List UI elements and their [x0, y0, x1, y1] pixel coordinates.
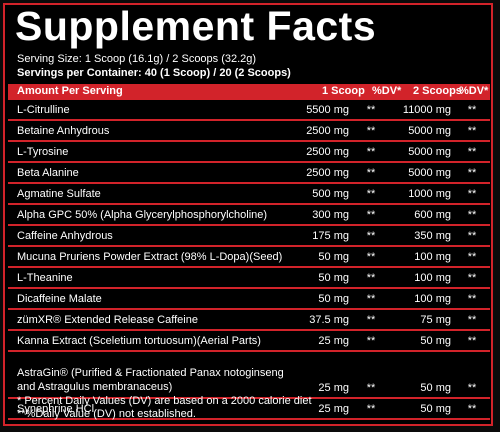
dv-one-scoop: ** — [353, 398, 389, 420]
ingredient-name: Betaine Anhydrous — [8, 120, 289, 142]
amount-two-scoops: 1000 mg — [389, 183, 454, 205]
amount-two-scoops: 600 mg — [389, 204, 454, 226]
dv-two-scoops: ** — [454, 120, 490, 142]
ingredient-name: L-Citrulline — [8, 100, 289, 121]
amount-one-scoop: 25 mg — [289, 398, 353, 420]
amount-two-scoops: 50 mg — [389, 330, 454, 352]
ingredient-name: Dicaffeine Malate — [8, 288, 289, 310]
table-row: Betaine Anhydrous 2500 mg ** 5000 mg ** — [8, 120, 490, 142]
amount-two-scoops: 5000 mg — [389, 141, 454, 163]
dv-two-scoops: ** — [454, 204, 490, 226]
ingredient-name: Alpha GPC 50% (Alpha Glycerylphosphorylc… — [8, 204, 289, 226]
amount-two-scoops: 100 mg — [389, 267, 454, 289]
amount-two-scoops: 5000 mg — [389, 120, 454, 142]
col-one-scoop: 1 Scoop — [322, 85, 365, 97]
page-title: Supplement Facts — [15, 3, 377, 49]
amount-two-scoops: 350 mg — [389, 225, 454, 247]
ingredient-name: zümXR® Extended Release Caffeine — [8, 309, 289, 331]
dv-two-scoops: ** — [454, 351, 490, 399]
table-row: Kanna Extract (Sceletium tortuosum)(Aeri… — [8, 330, 490, 352]
dv-two-scoops: ** — [454, 267, 490, 289]
table-row: L-Citrulline 5500 mg ** 11000 mg ** — [8, 100, 490, 121]
amount-per-serving-label: Amount Per Serving — [17, 85, 123, 97]
dv-one-scoop: ** — [353, 141, 389, 163]
amount-one-scoop: 50 mg — [289, 267, 353, 289]
ingredient-name: L-Theanine — [8, 267, 289, 289]
dv-one-scoop: ** — [353, 183, 389, 205]
amount-one-scoop: 25 mg — [289, 351, 353, 399]
dv-one-scoop: ** — [353, 288, 389, 310]
dv-two-scoops: ** — [454, 100, 490, 121]
table-row: Agmatine Sulfate 500 mg ** 1000 mg ** — [8, 183, 490, 205]
table-row: Alpha GPC 50% (Alpha Glycerylphosphorylc… — [8, 204, 490, 226]
dv-two-scoops: ** — [454, 162, 490, 184]
ingredient-name: Agmatine Sulfate — [8, 183, 289, 205]
dv-two-scoops: ** — [454, 309, 490, 331]
serving-size: Serving Size: 1 Scoop (16.1g) / 2 Scoops… — [17, 53, 257, 65]
footnotes: * Percent Daily Values (DV) are based on… — [17, 395, 312, 421]
ingredient-name: Beta Alanine — [8, 162, 289, 184]
dv-one-scoop: ** — [353, 225, 389, 247]
ingredient-name: Mucuna Pruriens Powder Extract (98% L-Do… — [8, 246, 289, 268]
dv-two-scoops: ** — [454, 141, 490, 163]
amount-two-scoops: 50 mg — [389, 398, 454, 420]
amount-one-scoop: 2500 mg — [289, 162, 353, 184]
dv-one-scoop: ** — [353, 120, 389, 142]
ingredient-name: Synephrine HCl — [8, 398, 289, 420]
dv-one-scoop: ** — [353, 204, 389, 226]
amount-two-scoops: 5000 mg — [389, 162, 454, 184]
amount-one-scoop: 50 mg — [289, 288, 353, 310]
amount-one-scoop: 25 mg — [289, 330, 353, 352]
table-row: L-Tyrosine 2500 mg ** 5000 mg ** — [8, 141, 490, 163]
amount-one-scoop: 300 mg — [289, 204, 353, 226]
table-row: AstraGin® (Purified & Fractionated Panax… — [8, 351, 490, 399]
ingredients-table: L-Citrulline 5500 mg ** 11000 mg ** Betaine A… — [8, 100, 490, 420]
dv-one-scoop: ** — [353, 351, 389, 399]
col-two-scoops: 2 Scoops — [413, 85, 462, 97]
dv-one-scoop: ** — [353, 309, 389, 331]
footnote-dv-basis: * Percent Daily Values (DV) are based on… — [17, 395, 312, 407]
dv-one-scoop: ** — [353, 246, 389, 268]
table-row: Beta Alanine 2500 mg ** 5000 mg ** — [8, 162, 490, 184]
dv-one-scoop: ** — [353, 100, 389, 121]
table-row: L-Theanine 50 mg ** 100 mg ** — [8, 267, 490, 289]
ingredient-name: AstraGin® (Purified & Fractionated Panax… — [8, 351, 289, 399]
dv-two-scoops: ** — [454, 398, 490, 420]
amount-one-scoop: 50 mg — [289, 246, 353, 268]
amount-two-scoops: 11000 mg — [389, 100, 454, 121]
servings-per-container: Servings per Container: 40 (1 Scoop) / 2… — [17, 67, 291, 79]
amount-one-scoop: 175 mg — [289, 225, 353, 247]
table-row: Mucuna Pruriens Powder Extract (98% L-Do… — [8, 246, 490, 268]
table-row: zümXR® Extended Release Caffeine 37.5 mg *… — [8, 309, 490, 331]
dv-one-scoop: ** — [353, 162, 389, 184]
dv-two-scoops: ** — [454, 330, 490, 352]
supplement-facts-panel: Supplement Facts Serving Size: 1 Scoop (… — [3, 3, 493, 426]
table-row: Caffeine Anhydrous 175 mg ** 350 mg ** — [8, 225, 490, 247]
dv-two-scoops: ** — [454, 183, 490, 205]
ingredient-name: Kanna Extract (Sceletium tortuosum)(Aeri… — [8, 330, 289, 352]
dv-two-scoops: ** — [454, 246, 490, 268]
amount-two-scoops: 50 mg — [389, 351, 454, 399]
amount-one-scoop: 2500 mg — [289, 120, 353, 142]
table-row: Dicaffeine Malate 50 mg ** 100 mg ** — [8, 288, 490, 310]
ingredient-name: Caffeine Anhydrous — [8, 225, 289, 247]
ingredient-name: L-Tyrosine — [8, 141, 289, 163]
dv-two-scoops: ** — [454, 225, 490, 247]
table-header: Amount Per Serving 1 Scoop %DV* 2 Scoops… — [8, 84, 490, 100]
dv-one-scoop: ** — [353, 330, 389, 352]
amount-one-scoop: 500 mg — [289, 183, 353, 205]
amount-two-scoops: 75 mg — [389, 309, 454, 331]
table-row: Synephrine HCl 25 mg ** 50 mg ** — [8, 398, 490, 420]
dv-two-scoops: ** — [454, 288, 490, 310]
dv-one-scoop: ** — [353, 267, 389, 289]
amount-two-scoops: 100 mg — [389, 288, 454, 310]
amount-two-scoops: 100 mg — [389, 246, 454, 268]
amount-one-scoop: 2500 mg — [289, 141, 353, 163]
footnote-dv-not-established: **%Daily Value (DV) not established. — [17, 408, 196, 420]
amount-one-scoop: 5500 mg — [289, 100, 353, 121]
amount-one-scoop: 37.5 mg — [289, 309, 353, 331]
col-dv-one: %DV* — [372, 85, 402, 97]
col-dv-two: %DV* — [459, 85, 489, 97]
